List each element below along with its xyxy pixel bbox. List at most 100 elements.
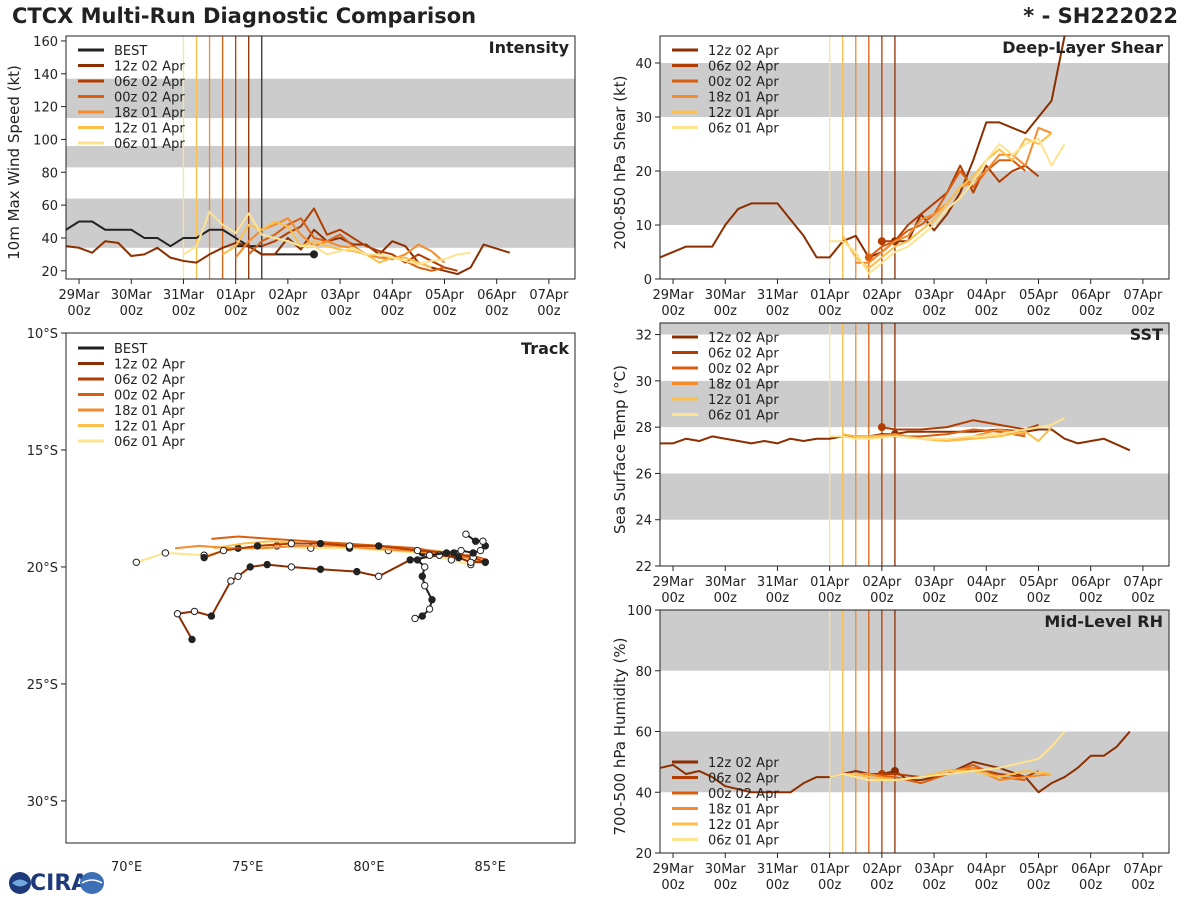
- track-point: [345, 542, 354, 550]
- x-tick-label: 02Apr: [862, 575, 902, 590]
- x-tick-label: 00z: [818, 878, 842, 893]
- track-point: [190, 607, 199, 616]
- legend-label: 06z 01 Apr: [708, 834, 779, 849]
- x-tick-label: 00z: [922, 878, 946, 893]
- x-tick-label: 00z: [276, 304, 300, 319]
- x-tick-label: 00z: [1131, 304, 1155, 319]
- x-tick-label: 29Mar: [653, 575, 695, 590]
- legend-label: 12z 01 Apr: [114, 122, 185, 137]
- x-tick-label: 00z: [537, 304, 561, 319]
- y-tick-label: 22: [635, 560, 652, 575]
- legend-label: 06z 02 Apr: [708, 772, 779, 787]
- track-point: [234, 572, 242, 581]
- legend-label: 06z 02 Apr: [114, 75, 185, 90]
- legend-label: 18z 01 Apr: [114, 404, 185, 419]
- x-tick-label: 01Apr: [810, 575, 850, 590]
- track-point: [161, 549, 170, 557]
- series-line-06z-01-Apr: [829, 417, 1066, 440]
- x-tick-label: 00z: [975, 591, 999, 606]
- x-tick-label: 07Apr: [1123, 288, 1163, 303]
- track-point: [469, 549, 477, 557]
- x-tick-label: 00z: [922, 304, 946, 319]
- y-tick-label: 80: [41, 166, 58, 181]
- x-tick-label: 04Apr: [967, 288, 1007, 303]
- x-tick-label: 00z: [1079, 591, 1103, 606]
- y-tick-label: 140: [33, 68, 58, 83]
- y-tick-label: 28: [635, 421, 652, 436]
- series-line-12z-02-Apr: [659, 35, 1066, 259]
- x-tick-label: 07Apr: [529, 288, 569, 303]
- legend-label: 06z 01 Apr: [708, 122, 779, 137]
- track-point: [471, 537, 480, 545]
- axes-frame: [659, 322, 1170, 567]
- x-tick-label: 00z: [922, 591, 946, 606]
- lat-tick-label: 15°S: [27, 444, 58, 459]
- y-tick-label: 0: [644, 273, 652, 288]
- y-tick-label: 100: [627, 604, 652, 619]
- x-tick-label: 00z: [1131, 878, 1155, 893]
- legend-label: 12z 02 Apr: [114, 60, 185, 75]
- lon-tick-label: 75°E: [232, 860, 263, 875]
- y-tick-label: 120: [33, 101, 58, 116]
- series-line-12z-01-Apr: [842, 426, 1053, 443]
- track-point: [428, 595, 436, 604]
- series-line-18z-01-Apr: [234, 217, 446, 264]
- y-tick-label: 24: [635, 514, 652, 529]
- threshold-band: [66, 78, 575, 119]
- track-point: [200, 553, 208, 562]
- x-tick-label: 06Apr: [1071, 288, 1111, 303]
- legend-label: 06z 02 Apr: [114, 373, 185, 388]
- track-point: [353, 567, 361, 576]
- threshold-band: [660, 380, 1169, 428]
- series-marker: [864, 253, 873, 262]
- series-line-BEST: [65, 220, 262, 248]
- series-line-06z-02-Apr: [881, 419, 1039, 431]
- x-tick-label: 05Apr: [1019, 575, 1059, 590]
- track-point: [421, 563, 429, 571]
- track-point: [227, 577, 235, 585]
- track-point: [413, 546, 422, 555]
- x-tick-label: 04Apr: [967, 862, 1007, 877]
- x-tick-label: 29Mar: [653, 862, 695, 877]
- x-tick-label: 00z: [485, 304, 509, 319]
- x-tick-label: 02Apr: [862, 288, 902, 303]
- track-panel: 10°S 15°S 20°S 25°S 30°S 70°E 75°E 80°E 85°E Trac…: [27, 327, 576, 875]
- y-tick-label: 60: [41, 199, 58, 214]
- legend-label: 06z 01 Apr: [114, 137, 185, 152]
- track-point: [462, 530, 470, 538]
- x-tick-label: 00z: [661, 304, 685, 319]
- x-tick-label: 07Apr: [1123, 575, 1163, 590]
- series-line-06z-01-Apr: [182, 210, 471, 266]
- track-point: [467, 558, 475, 566]
- x-tick-label: 03Apr: [915, 862, 955, 877]
- legend-label: 12z 02 Apr: [114, 358, 185, 373]
- legend-label: 12z 01 Apr: [708, 106, 779, 121]
- lon-tick-label: 80°E: [353, 860, 384, 875]
- legend-label: 06z 02 Apr: [708, 347, 779, 362]
- legend-label: 00z 02 Apr: [114, 91, 185, 106]
- series-line-06z-01-Apr: [829, 137, 1066, 275]
- series-marker: [877, 423, 886, 432]
- shear-panel: 01020304029Mar00z30Mar00z31Mar00z01Apr00…: [611, 35, 1170, 319]
- track-point: [263, 560, 271, 569]
- track-point: [481, 558, 490, 566]
- x-tick-label: 00z: [661, 878, 685, 893]
- series-line-12z-01-Apr: [842, 769, 1052, 782]
- x-tick-label: 00z: [1079, 304, 1103, 319]
- x-tick-label: 31Mar: [757, 288, 799, 303]
- panel-title: Mid-Level RH: [1044, 612, 1163, 631]
- x-tick-label: 00z: [224, 304, 248, 319]
- y-tick-label: 32: [635, 329, 652, 344]
- partner-seal-icon: [80, 872, 104, 894]
- x-tick-label: 00z: [714, 878, 738, 893]
- track-point: [418, 612, 426, 620]
- x-tick-label: 00z: [381, 304, 405, 319]
- track-point: [132, 558, 140, 566]
- track-point: [287, 563, 296, 571]
- x-tick-label: 30Mar: [705, 575, 747, 590]
- legend-label: 00z 02 Apr: [708, 75, 779, 90]
- threshold-band: [660, 610, 1169, 671]
- legend-label: 18z 01 Apr: [708, 378, 779, 393]
- track-point: [442, 549, 451, 557]
